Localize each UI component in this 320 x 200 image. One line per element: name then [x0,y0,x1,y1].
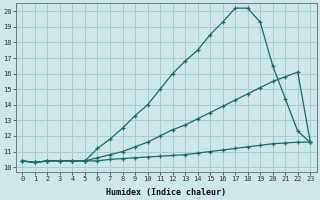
X-axis label: Humidex (Indice chaleur): Humidex (Indice chaleur) [106,188,226,197]
